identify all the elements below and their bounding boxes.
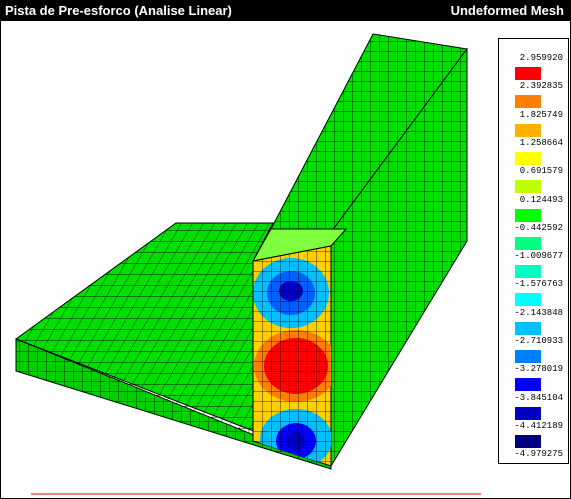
legend-swatch bbox=[515, 67, 541, 80]
legend-swatch bbox=[515, 124, 541, 137]
legend-value: -4.412189 bbox=[499, 421, 563, 431]
legend-value: -4.979275 bbox=[499, 449, 563, 459]
legend-value: 0.691579 bbox=[499, 166, 563, 176]
legend-value: 2.959920 bbox=[499, 53, 563, 63]
legend-value: -1.009677 bbox=[499, 251, 563, 261]
legend-swatch bbox=[515, 350, 541, 363]
legend-swatch bbox=[515, 265, 541, 278]
window: Pista de Pre-esforco (Analise Linear) Un… bbox=[0, 0, 571, 499]
legend-value: 0.124493 bbox=[499, 195, 563, 205]
legend-swatch bbox=[515, 209, 541, 222]
legend-swatch bbox=[515, 152, 541, 165]
legend-value: -1.576763 bbox=[499, 279, 563, 289]
legend: 2.959920 2.392835 1.825749 1.258664 0.691579… bbox=[498, 38, 569, 464]
legend-swatch bbox=[515, 95, 541, 108]
legend-value: -2.710933 bbox=[499, 336, 563, 346]
legend-value: -3.278019 bbox=[499, 364, 563, 374]
legend-swatch bbox=[515, 378, 541, 391]
model-view bbox=[1, 21, 496, 498]
title-bar: Pista de Pre-esforco (Analise Linear) Un… bbox=[1, 1, 570, 21]
legend-swatch bbox=[515, 237, 541, 250]
legend-value: -2.143848 bbox=[499, 308, 563, 318]
legend-swatch bbox=[515, 435, 541, 448]
legend-value: 1.825749 bbox=[499, 110, 563, 120]
legend-value: 2.392835 bbox=[499, 81, 563, 91]
legend-swatch bbox=[515, 407, 541, 420]
legend-value: -3.845104 bbox=[499, 393, 563, 403]
legend-value: -0.442592 bbox=[499, 223, 563, 233]
title: Pista de Pre-esforco (Analise Linear) bbox=[5, 1, 232, 21]
legend-value: 1.258664 bbox=[499, 138, 563, 148]
legend-swatch bbox=[515, 293, 541, 306]
mode-label: Undeformed Mesh bbox=[451, 1, 564, 21]
legend-swatch bbox=[515, 180, 541, 193]
legend-swatch bbox=[515, 322, 541, 335]
